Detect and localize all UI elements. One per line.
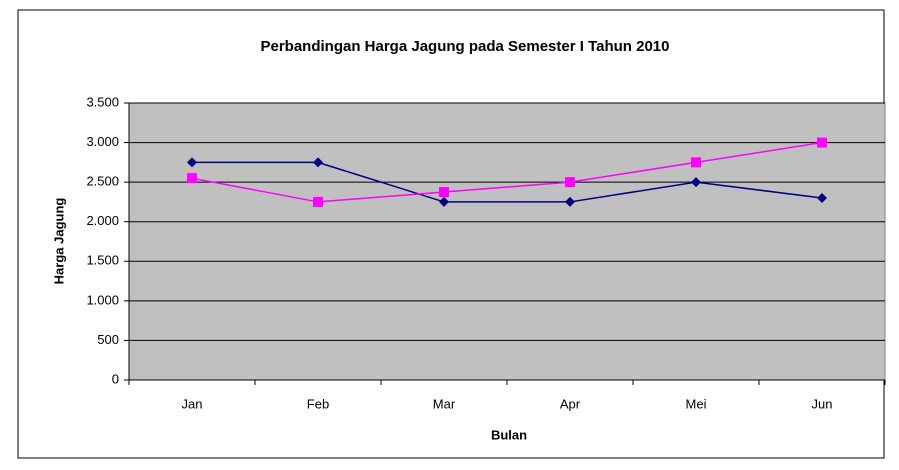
y-tick-label: 0 [112,371,119,386]
y-tick-label: 500 [97,332,119,347]
y-tick-label: 2.000 [86,213,119,228]
y-axis-label: Harga Jagung [51,198,66,285]
y-tick-label: 3.000 [86,134,119,149]
x-tick-label: Jan [182,396,203,411]
plot-area [128,102,886,381]
series-line [192,161,823,203]
marker [817,192,827,203]
marker [439,187,449,198]
x-axis-label: Bulan [491,427,527,442]
marker [187,157,197,168]
marker [439,196,449,207]
x-tick-label: Mar [433,396,456,411]
y-tick-label: 2.500 [86,174,119,189]
y-tick-label: 1.500 [86,253,119,268]
x-tick-label: Jun [812,396,833,411]
marker [313,196,323,207]
marker [565,177,575,188]
chart-title: Perbandingan Harga Jagung pada Semester … [260,38,669,55]
x-tick-label: Feb [307,396,329,411]
marker [691,157,701,168]
x-tick-label: Mei [686,396,707,411]
y-tick-label: 1.000 [86,292,119,307]
marker [817,137,827,148]
marker [691,177,701,188]
marker [565,196,575,207]
series-line [191,141,823,203]
y-tick-label: 3.500 [86,94,119,109]
marker [187,173,197,184]
marker [313,157,323,168]
x-tick-label: Apr [560,396,581,411]
